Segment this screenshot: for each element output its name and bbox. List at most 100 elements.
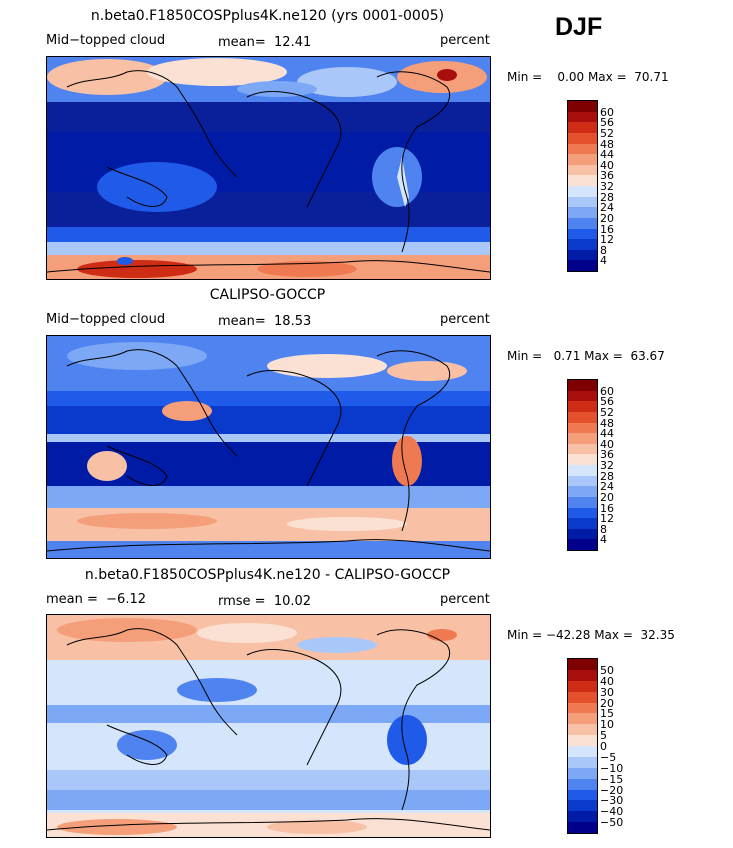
panel-title-model: n.beta0.F1850COSPplus4K.ne120 (yrs 0001-… [90,8,445,24]
colorbar-swatch [568,390,597,402]
map-obs-field [47,336,490,558]
colorbar-model [567,100,598,272]
colorbar-tick-label: 40 [600,674,614,688]
map-model-field [47,57,490,279]
variable-label-model: Mid−topped cloud [46,33,166,48]
colorbar-swatch [568,465,597,476]
map-model [46,56,491,280]
colorbar-tick-label: 40 [600,437,614,451]
colorbar-tick-label: 16 [600,222,614,236]
colorbar-tick-label: −20 [600,783,624,797]
colorbar-swatch [568,724,597,736]
colorbar-tick-label: 20 [600,490,614,504]
colorbar-tick-label: 8 [600,522,607,536]
mean-label-diff: mean = −6.12 [46,592,146,607]
colorbar-tick-label: 60 [600,384,614,398]
colorbar-swatch [568,822,597,833]
colorbar-swatch [568,778,597,790]
colorbar-swatch [568,401,597,412]
colorbar-tick-label: 24 [600,201,614,215]
colorbar-swatch [568,659,597,670]
colorbar-tick-label: 56 [600,395,614,409]
colorbar-swatch [568,217,597,229]
rmse-label-diff: rmse = 10.02 [218,594,312,609]
colorbar-tick-label: 48 [600,137,614,151]
colorbar-swatch [568,746,597,757]
colorbar-swatch [568,122,597,133]
colorbar-swatch [568,143,597,155]
season-label: DJF [555,13,603,41]
colorbar-tick-label: 60 [600,105,614,119]
colorbar-tick-label: 28 [600,190,614,204]
colorbar-tick-label: −15 [600,772,624,786]
colorbar-swatch [568,767,597,779]
colorbar-swatch [568,518,597,529]
colorbar-swatch [568,380,597,391]
colorbar-swatch [568,528,597,540]
map-diff [46,614,491,838]
colorbar-tick-label: 10 [600,718,614,732]
colorbar-tick-label: 32 [600,459,614,472]
colorbar-swatch [568,800,597,812]
colorbar-swatch [568,186,597,197]
colorbar-swatch [568,811,597,823]
minmax-model: Min = 0.00 Max = 70.71 [507,70,669,84]
map-obs [46,335,491,559]
colorbar-tick-label: 52 [600,405,614,419]
colorbar-swatch [568,789,597,801]
colorbar-swatch [568,260,597,271]
panel-title-obs: CALIPSO-GOCCP [209,287,326,303]
colorbar-tick-label: 44 [600,148,614,162]
colorbar-swatch [568,239,597,250]
colorbar-tick-label: 56 [600,116,614,130]
colorbar-swatch [568,164,597,176]
colorbar-obs [567,379,598,551]
colorbar-tick-label: 28 [600,469,614,483]
colorbar-swatch [568,539,597,550]
colorbar-tick-label: 12 [600,233,614,247]
panel-title-diff: n.beta0.F1850COSPplus4K.ne120 - CALIPSO-… [84,567,451,583]
map-diff-field [47,615,490,837]
colorbar-swatch [568,680,597,692]
units-label-diff: percent [440,592,490,607]
mean-label-obs: mean= 18.53 [218,314,312,329]
colorbar-tick-label: 36 [600,169,614,183]
colorbar-swatch [568,702,597,714]
colorbar-tick-label: 36 [600,448,614,462]
colorbar-tick-label: 20 [600,696,614,710]
colorbar-swatch [568,496,597,508]
colorbar-swatch [568,111,597,123]
colorbar-tick-label: 48 [600,416,614,430]
colorbar-tick-label: 0 [600,740,607,753]
colorbar-tick-label: −10 [600,761,624,775]
colorbar-tick-label: 5 [600,729,607,743]
colorbar-swatch [568,691,597,703]
colorbar-swatch [568,713,597,725]
colorbar-swatch [568,756,597,768]
colorbar-swatch [568,422,597,434]
units-label-model: percent [440,33,490,48]
colorbar-swatch [568,475,597,487]
colorbar-tick-label: 16 [600,501,614,515]
colorbar-swatch [568,175,597,186]
minmax-obs: Min = 0.71 Max = 63.67 [507,349,665,363]
colorbar-swatch [568,132,597,144]
colorbar-diff [567,658,598,834]
colorbar-swatch [568,411,597,423]
colorbar-swatch [568,486,597,497]
colorbar-tick-label: −40 [600,805,624,819]
colorbar-swatch [568,196,597,208]
units-label-obs: percent [440,312,490,327]
colorbar-tick-label: 15 [600,707,614,721]
mean-label-model: mean= 12.41 [218,35,312,50]
colorbar-tick-label: 4 [600,254,607,268]
colorbar-swatch [568,228,597,240]
colorbar-tick-label: 24 [600,480,614,494]
colorbar-swatch [568,669,597,681]
colorbar-swatch [568,735,597,746]
colorbar-tick-label: 50 [600,663,614,677]
colorbar-tick-label: −50 [600,816,624,830]
colorbar-swatch [568,154,597,165]
variable-label-obs: Mid−topped cloud [46,312,166,327]
colorbar-swatch [568,507,597,519]
